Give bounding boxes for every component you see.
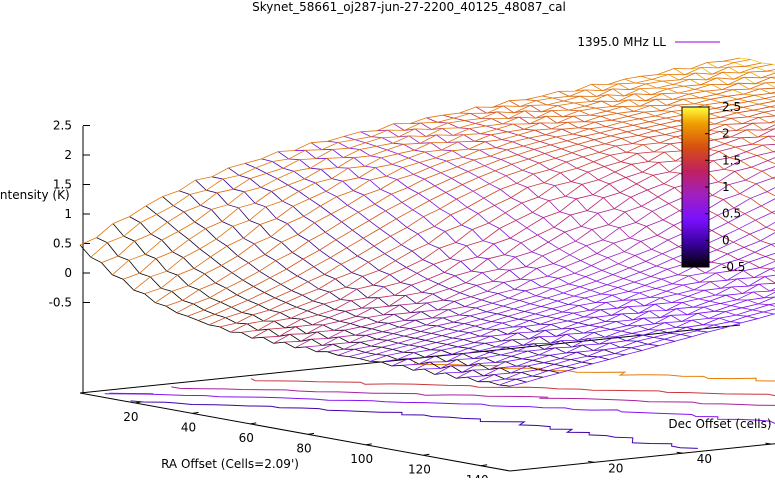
mesh-line-ra — [370, 127, 775, 362]
mesh-line-dec — [740, 58, 775, 181]
chart-title: Skynet_58661_oj287-jun-27-2200_40125_480… — [252, 0, 566, 14]
mesh-line-dec — [179, 191, 609, 360]
mesh-line-dec — [97, 238, 527, 383]
mesh-line-dec — [361, 132, 775, 309]
mesh-line-dec — [262, 159, 692, 337]
z-tick-label: -0.5 — [49, 296, 72, 310]
z-axis-tick-marks — [83, 126, 90, 303]
colorbar-tick-label: 0.5 — [722, 207, 741, 221]
contour-line — [171, 387, 548, 397]
mesh-line-dec — [575, 90, 775, 246]
x-axis-label: RA Offset (Cells=2.09') — [161, 457, 299, 471]
contour-line — [251, 379, 775, 402]
contour-line — [131, 401, 698, 449]
x-tick-label: 80 — [296, 441, 311, 455]
x-tick-label: 140 — [466, 473, 489, 478]
legend-label: 1395.0 MHz LL — [577, 35, 666, 49]
x-tick-mark — [250, 423, 256, 424]
x-tick-mark — [423, 454, 429, 455]
mesh-line-dec — [394, 124, 775, 300]
x-tick-mark — [308, 433, 314, 434]
z-tick-label: 2 — [64, 148, 72, 162]
colorbar-tick-label: 1 — [722, 180, 730, 194]
y-axis-line — [510, 403, 775, 471]
colorbar — [682, 107, 709, 267]
mesh-line-ra — [489, 171, 775, 381]
colorbar-tick-label: 2.5 — [722, 100, 741, 114]
y-axis-label: Dec Offset (cells) — [668, 417, 771, 431]
z-tick-label: 1 — [64, 207, 72, 221]
mesh-line-dec — [311, 143, 741, 323]
x-tick-label: 20 — [123, 410, 138, 424]
mesh-line-dec — [113, 224, 543, 378]
surface-mesh — [80, 58, 775, 386]
y-axis-tick-marks — [588, 407, 775, 463]
x-tick-label: 40 — [181, 420, 196, 434]
colorbar-tick-label: 1.5 — [722, 153, 741, 167]
y-tick-label: 40 — [697, 452, 712, 466]
x-tick-mark — [366, 444, 372, 445]
y-tick-mark — [588, 461, 594, 462]
mesh-line-dec — [295, 150, 725, 328]
mesh-line-ra — [91, 60, 751, 258]
x-tick-label: 100 — [350, 452, 373, 466]
x-tick-mark — [481, 465, 487, 466]
x-tick-label: 60 — [239, 431, 254, 445]
mesh-line-dec — [377, 130, 775, 305]
x-tick-mark — [193, 412, 199, 413]
contour-lines — [105, 362, 775, 449]
contour-line — [539, 398, 775, 418]
z-axis-label: Intensity (K) — [0, 188, 70, 202]
colorbar-tick-label: 0 — [722, 233, 730, 247]
x-tick-mark — [135, 402, 141, 403]
x-tick-label: 120 — [408, 462, 431, 476]
mesh-line-ra — [102, 63, 762, 263]
z-tick-label: 0 — [64, 266, 72, 280]
z-tick-label: 0.5 — [53, 237, 72, 251]
z-axis-tick-labels: 2.521.510.50-0.5 — [49, 119, 72, 310]
y-tick-label: 20 — [608, 461, 623, 475]
y-tick-mark — [677, 452, 683, 453]
colorbar-tick-label: -0.5 — [722, 260, 745, 274]
y-tick-mark — [765, 443, 771, 444]
z-tick-label: 2.5 — [53, 119, 72, 133]
base-plane — [80, 325, 775, 471]
colorbar-tick-label: 2 — [722, 127, 730, 141]
